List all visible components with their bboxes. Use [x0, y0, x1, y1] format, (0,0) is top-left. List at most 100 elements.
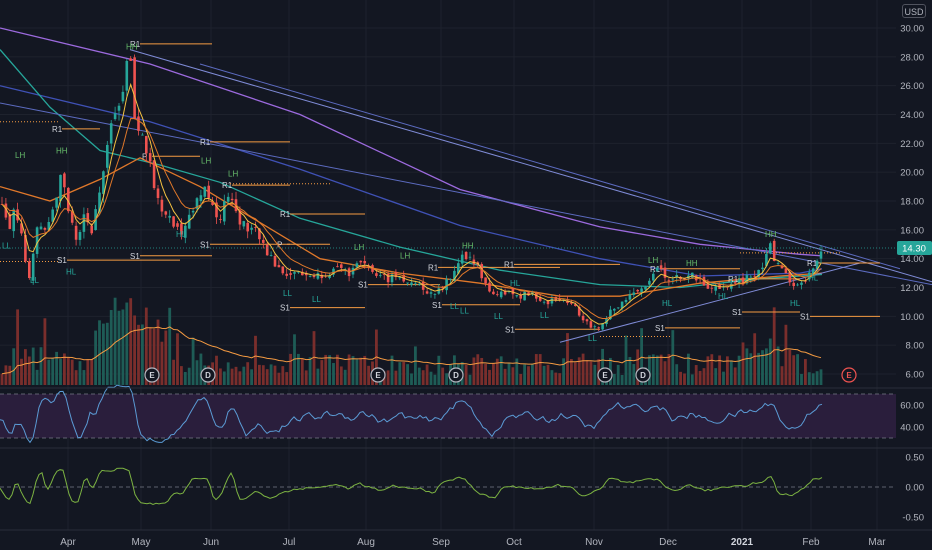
currency-button[interactable]: USD — [902, 4, 926, 18]
candle-body — [515, 295, 519, 297]
trendline[interactable] — [199, 63, 901, 270]
candle-body — [811, 268, 815, 275]
candle-body — [74, 225, 78, 240]
volume-bar — [698, 370, 702, 385]
volume-bar — [187, 367, 191, 385]
volume-bar — [398, 362, 402, 385]
volume-bar — [726, 356, 729, 385]
candle-body — [546, 300, 550, 305]
volume-bar — [417, 367, 421, 385]
volume-bar — [694, 365, 698, 385]
candle-body — [675, 274, 678, 278]
volume-bar — [289, 353, 292, 385]
trendline[interactable] — [0, 102, 932, 286]
candle-body — [484, 277, 487, 284]
candle-body — [753, 275, 756, 277]
volume-bar — [195, 360, 199, 385]
time-tick-label: Jun — [203, 537, 219, 548]
volume-bar — [12, 348, 16, 385]
event-marker-label: E — [602, 371, 608, 380]
oscillator-axis[interactable]: 0.50 0.00 -0.50 — [902, 453, 924, 524]
volume-bar — [363, 355, 367, 385]
volume-bar — [573, 362, 577, 385]
volume-bar — [702, 368, 706, 385]
volume-bar — [745, 348, 749, 385]
candle-body — [659, 265, 663, 269]
candle-body — [109, 123, 113, 144]
volume-bar — [804, 359, 807, 385]
volume-bar — [261, 365, 265, 385]
candle-body — [289, 273, 292, 275]
rsi-axis[interactable]: 60.00 40.00 — [900, 401, 924, 434]
candle-body — [211, 201, 214, 205]
candle-body — [710, 287, 714, 289]
candle-body — [375, 273, 378, 276]
candle-body — [297, 271, 300, 273]
candle-body — [581, 315, 585, 321]
candle-body — [176, 223, 179, 227]
volume-bar — [164, 330, 168, 385]
candle-body — [574, 304, 577, 306]
oscillator-tick-label: 0.50 — [906, 453, 925, 464]
candle-body — [398, 277, 402, 279]
candle-body — [652, 273, 655, 281]
candle-body — [24, 234, 27, 262]
volume-bar — [336, 354, 339, 385]
volume-bar — [265, 369, 269, 385]
candle-body — [815, 260, 819, 269]
volume-bar — [148, 328, 152, 385]
rsi-tick-label: 40.00 — [900, 423, 924, 434]
volume-bar — [359, 357, 363, 385]
candle-body — [215, 202, 218, 218]
trendline[interactable] — [129, 49, 932, 283]
volume-bar — [300, 358, 304, 385]
candle-body — [597, 327, 600, 329]
event-marker-label: E — [149, 371, 155, 380]
swing-label: LH — [228, 169, 238, 178]
candle-body — [648, 280, 651, 285]
swing-label: LH — [400, 252, 410, 261]
pivot-level-label: P — [277, 240, 282, 249]
last-price-label: 14.30 — [902, 244, 926, 255]
candle-body — [527, 292, 530, 296]
pivot-level-label: R1 — [807, 259, 818, 268]
candle-body — [445, 279, 448, 291]
volume-bar — [796, 354, 799, 385]
candle-body — [98, 192, 101, 213]
volume-bar — [722, 371, 725, 385]
trendlines[interactable] — [0, 49, 932, 343]
volume-bar — [277, 372, 281, 385]
volume-bar — [570, 358, 573, 385]
moving-average-line — [0, 85, 823, 277]
price-tick-label: 10.00 — [900, 312, 924, 323]
candle-body — [195, 198, 199, 209]
moving-average-line — [0, 27, 823, 257]
volume-bar — [351, 356, 355, 385]
candle-body — [772, 240, 776, 261]
event-marker-label: E — [846, 371, 852, 380]
volume-bar — [27, 356, 31, 385]
candle-body — [558, 298, 561, 301]
volume-bar — [78, 361, 82, 385]
candle-body — [511, 288, 515, 295]
candle-body — [273, 255, 277, 267]
pivot-level-label: S1 — [432, 301, 442, 310]
volume-bar — [562, 358, 565, 385]
candle-body — [156, 188, 160, 198]
candle-body — [492, 291, 495, 295]
time-axis[interactable]: Apr May Jun Jul Aug Sep Oct Nov Dec 2021 Feb Mar — [60, 537, 886, 548]
candle-body — [589, 321, 593, 328]
price-axis[interactable]: 30.00 28.00 26.00 24.00 22.00 20.00 18.00 16.00… — [900, 24, 924, 381]
candle-body — [20, 223, 23, 234]
swing-label: LL — [450, 302, 459, 311]
candle-body — [437, 288, 441, 294]
swing-label: LL — [494, 312, 503, 321]
pivot-level-label: S1 — [655, 324, 665, 333]
candle-body — [480, 264, 483, 279]
candle-body — [129, 58, 132, 61]
candle-body — [59, 174, 62, 202]
price-tick-label: 20.00 — [900, 168, 924, 179]
